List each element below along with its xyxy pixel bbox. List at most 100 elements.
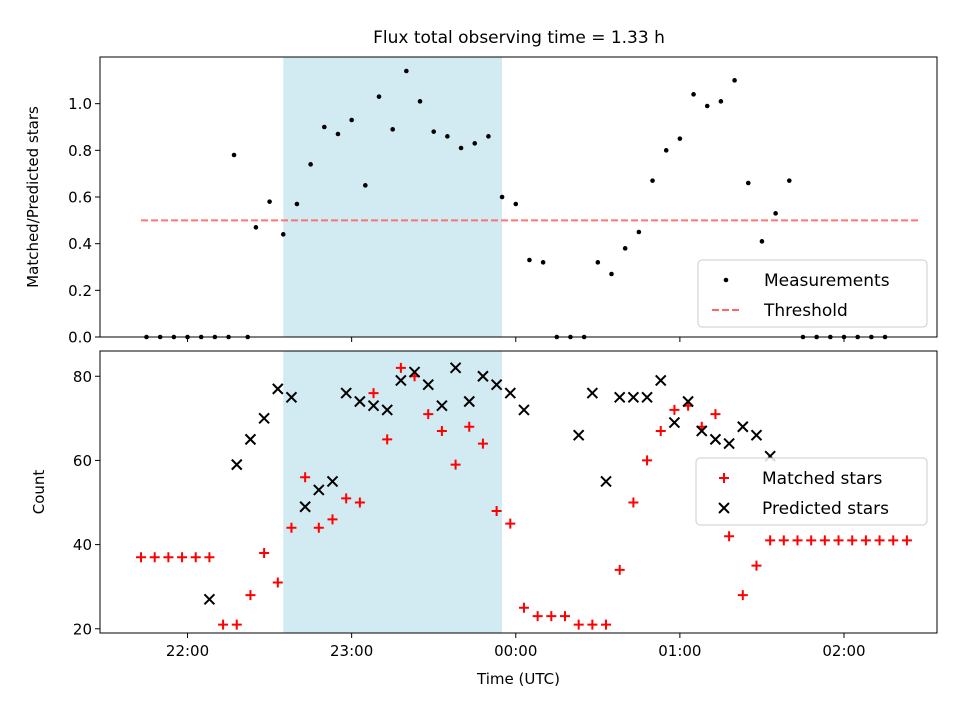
x-axis-label: Time (UTC) bbox=[476, 670, 560, 688]
data-point bbox=[765, 535, 776, 546]
data-point bbox=[272, 383, 284, 395]
y-tick-label: 40 bbox=[73, 536, 92, 554]
data-point bbox=[499, 194, 505, 200]
data-point bbox=[381, 404, 393, 416]
data-point bbox=[354, 497, 365, 508]
data-point bbox=[436, 400, 448, 412]
legend-label: Threshold bbox=[763, 301, 848, 321]
data-point bbox=[341, 493, 352, 504]
legend-marker bbox=[718, 502, 730, 514]
data-point bbox=[833, 535, 844, 546]
data-point bbox=[422, 378, 434, 391]
series-predicted-stars bbox=[203, 362, 776, 606]
data-point bbox=[477, 438, 488, 449]
data-point bbox=[423, 409, 434, 420]
data-point bbox=[326, 475, 339, 488]
data-point bbox=[245, 590, 256, 601]
data-point bbox=[463, 395, 475, 408]
data-point bbox=[669, 404, 680, 415]
legend-box bbox=[695, 457, 928, 526]
data-point bbox=[573, 619, 584, 630]
data-point bbox=[622, 246, 628, 251]
data-point bbox=[408, 366, 421, 378]
data-point bbox=[613, 391, 626, 404]
data-point bbox=[663, 148, 669, 153]
data-point bbox=[682, 395, 694, 408]
data-point bbox=[486, 134, 491, 139]
data-point bbox=[888, 535, 899, 546]
observing-span bbox=[283, 57, 503, 337]
data-point bbox=[709, 433, 722, 446]
data-point bbox=[587, 619, 598, 630]
data-point bbox=[299, 501, 311, 513]
y-axis-label: Matched/Predicted stars bbox=[24, 106, 42, 288]
y-tick-label: 0.2 bbox=[68, 282, 92, 300]
x-tick-label: 02:00 bbox=[822, 642, 865, 660]
data-point bbox=[244, 433, 257, 446]
data-point bbox=[417, 99, 423, 104]
data-point bbox=[778, 535, 789, 546]
data-point bbox=[745, 180, 751, 186]
data-point bbox=[847, 535, 858, 546]
data-point bbox=[650, 178, 655, 183]
legend-label: Measurements bbox=[764, 271, 890, 291]
y-tick-label: 80 bbox=[73, 368, 92, 386]
axes-frame bbox=[99, 56, 938, 338]
data-point bbox=[759, 239, 765, 244]
legend-label: Predicted stars bbox=[762, 499, 889, 519]
data-point bbox=[750, 429, 763, 441]
data-point bbox=[546, 611, 557, 622]
y-tick-label: 60 bbox=[73, 452, 92, 470]
data-point bbox=[540, 260, 546, 265]
data-point bbox=[490, 378, 503, 391]
data-point bbox=[655, 425, 666, 436]
data-point bbox=[450, 459, 461, 470]
figure-title: Flux total observing time = 1.33 h bbox=[373, 28, 665, 48]
legend: Measurements Threshold bbox=[697, 259, 928, 328]
data-point bbox=[272, 577, 283, 588]
data-point bbox=[806, 535, 817, 546]
data-point bbox=[723, 437, 735, 450]
data-point bbox=[431, 129, 437, 134]
series-matched-stars bbox=[136, 362, 912, 630]
data-point bbox=[354, 395, 366, 408]
legend-label: Matched stars bbox=[762, 469, 882, 489]
data-point bbox=[367, 400, 380, 412]
legend-marker bbox=[719, 473, 729, 483]
data-point bbox=[737, 590, 748, 601]
data-point bbox=[259, 548, 270, 559]
data-point bbox=[436, 425, 447, 436]
data-point bbox=[600, 475, 612, 488]
data-point bbox=[636, 229, 642, 235]
data-point bbox=[696, 425, 708, 437]
legend: Matched stars Predicted stars bbox=[695, 457, 928, 526]
data-point bbox=[258, 412, 270, 425]
data-point bbox=[704, 103, 710, 109]
data-point bbox=[527, 257, 532, 263]
data-point bbox=[786, 178, 792, 183]
x-tick-label: 23:00 bbox=[330, 642, 373, 660]
data-point bbox=[751, 560, 762, 571]
data-point bbox=[472, 141, 478, 146]
data-point bbox=[404, 68, 409, 74]
data-point bbox=[349, 117, 354, 123]
data-point bbox=[874, 535, 885, 546]
data-point bbox=[860, 535, 871, 546]
data-point bbox=[732, 78, 737, 83]
data-point bbox=[445, 134, 450, 139]
data-point bbox=[518, 404, 530, 416]
data-point bbox=[363, 183, 368, 188]
data-point bbox=[901, 535, 912, 546]
top-panel: 0.0 0.2 0.4 0.6 0.8 1.0 Matched/Predicted star… bbox=[24, 56, 938, 347]
data-point bbox=[513, 201, 519, 207]
data-point bbox=[595, 260, 601, 265]
data-point bbox=[163, 552, 174, 563]
data-point bbox=[668, 416, 681, 429]
data-point bbox=[601, 619, 612, 630]
data-point bbox=[504, 387, 517, 399]
data-point bbox=[773, 211, 778, 216]
data-point bbox=[313, 484, 325, 496]
data-point bbox=[642, 455, 653, 466]
legend-marker bbox=[723, 277, 729, 283]
